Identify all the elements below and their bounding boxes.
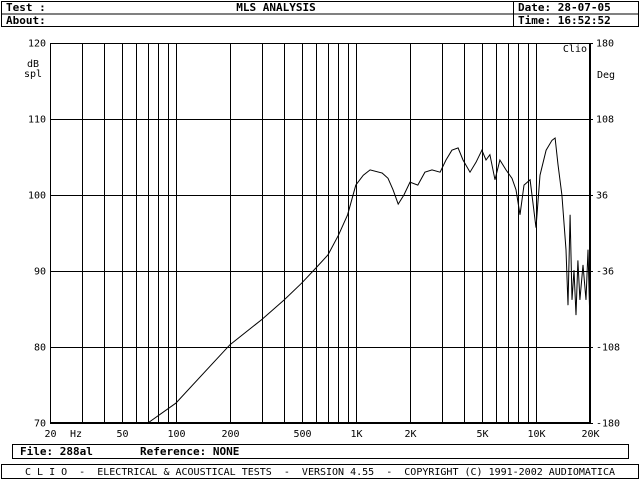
y-tick-label: 110 <box>28 115 46 126</box>
status-text: C L I O - ELECTRICAL & ACOUSTICAL TESTS … <box>25 467 615 478</box>
x-tick-label: 20K <box>581 429 599 440</box>
about-label: About: <box>6 14 46 27</box>
y2-tick-label: -36 <box>596 267 614 278</box>
y-tick-label: 100 <box>28 191 46 202</box>
y2-tick-label: 108 <box>596 115 614 126</box>
x-tick-label: 100 <box>167 429 185 440</box>
y2-tick-label: -180 <box>596 419 620 430</box>
x-tick-label: 500 <box>293 429 311 440</box>
title: MLS ANALYSIS <box>236 1 315 14</box>
plot: 20 50 100 200 500 1K 2K 5K 10K 20K 70 80 90 100 110 120… <box>24 39 620 441</box>
file-name: File: 288al <box>20 445 93 458</box>
y2-tick-label: 36 <box>596 191 608 202</box>
footer-box <box>12 444 629 459</box>
y-tick-label: 70 <box>34 419 46 430</box>
x-tick-label: 50 <box>116 429 128 440</box>
y-tick-label: 90 <box>34 267 46 278</box>
y2-axis-label: Deg <box>597 70 615 81</box>
response-curve <box>147 137 591 424</box>
y2-tick-label: -108 <box>596 343 620 354</box>
x-tick-label: 1K <box>350 429 362 440</box>
x-tick-label: 200 <box>221 429 239 440</box>
x-axis-label: Hz <box>70 429 82 440</box>
y-tick-label: 80 <box>34 343 46 354</box>
y-axis-label: dB <box>27 59 39 70</box>
x-tick-label: 20 <box>44 429 56 440</box>
y-tick-label: 120 <box>28 39 46 50</box>
reference: Reference: NONE <box>140 445 239 458</box>
brand: Clio <box>563 44 587 55</box>
time: Time: 16:52:52 <box>518 14 611 27</box>
y-axis-label: spl <box>24 69 42 80</box>
status-bar <box>1 464 639 479</box>
x-tick-label: 10K <box>527 429 545 440</box>
date: Date: 28-07-05 <box>518 1 611 14</box>
x-tick-label: 5K <box>476 429 488 440</box>
test-label: Test : <box>6 1 46 14</box>
y2-tick-label: 180 <box>596 39 614 50</box>
x-tick-label: 2K <box>404 429 416 440</box>
plot-frame <box>50 43 590 423</box>
